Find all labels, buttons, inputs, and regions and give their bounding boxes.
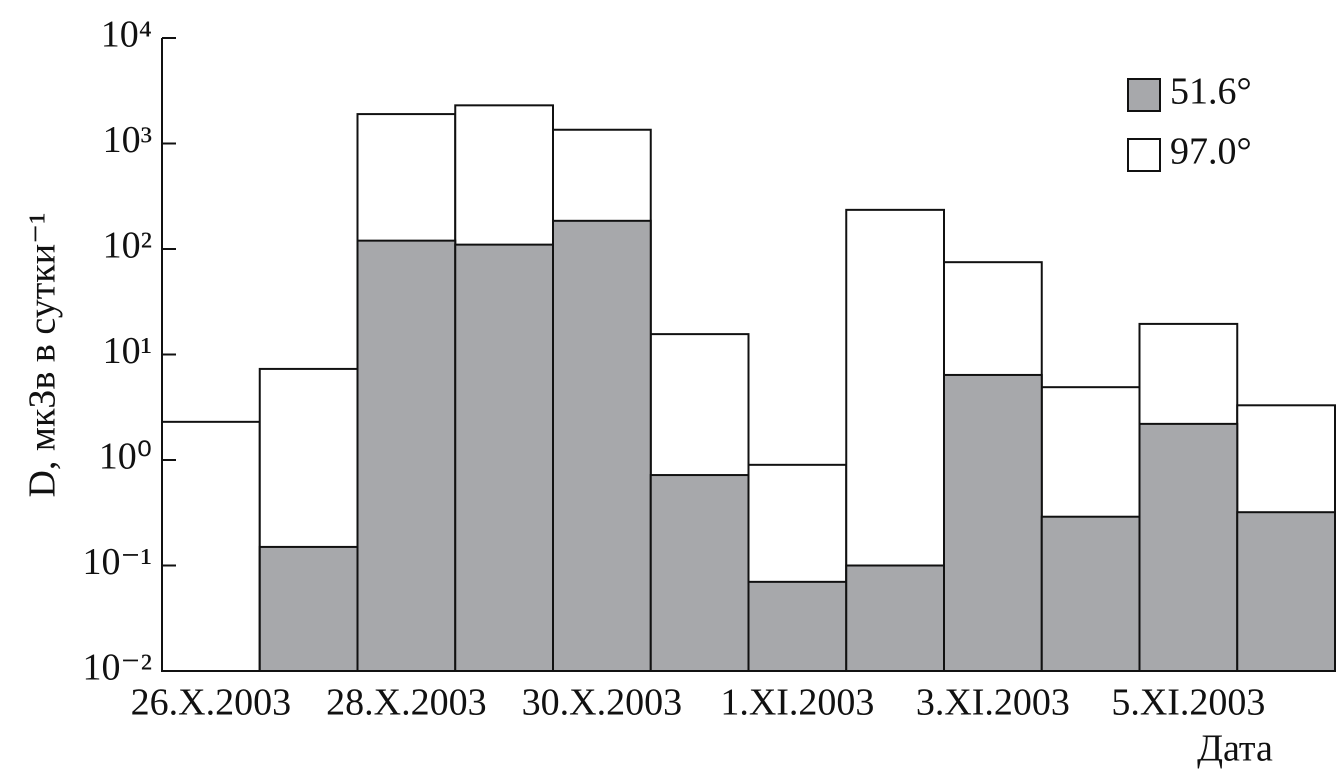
bar xyxy=(1040,515,1141,673)
bar xyxy=(1236,511,1336,672)
bar xyxy=(552,219,652,672)
legend-label: 51.6° xyxy=(1170,71,1252,113)
x-axis-label: Дата xyxy=(1197,728,1273,770)
bar xyxy=(845,564,945,672)
bar xyxy=(454,243,554,673)
y-tick-label: 10³ xyxy=(103,119,152,161)
y-tick-label: 10² xyxy=(103,225,152,267)
bar xyxy=(356,239,457,672)
y-tick-label: 10⁰ xyxy=(99,436,152,478)
x-tick-label: 5.XI.2003 xyxy=(1111,682,1265,724)
bar xyxy=(1138,422,1239,673)
x-tick-label: 1.XI.2003 xyxy=(720,682,874,724)
y-tick-label: 10¹ xyxy=(103,330,152,372)
legend-swatch xyxy=(1127,138,1161,172)
y-tick-label: 10⁻² xyxy=(83,647,152,689)
x-tick-label: 26.X.2003 xyxy=(131,682,291,724)
y-tick-label: 10⁴ xyxy=(101,14,152,56)
y-axis-label: D, мкЗв в сутки⁻¹ xyxy=(22,212,64,497)
bar xyxy=(258,545,359,672)
bar xyxy=(943,373,1043,672)
bar xyxy=(649,474,750,672)
bar xyxy=(747,580,848,673)
x-tick-label: 3.XI.2003 xyxy=(916,682,1070,724)
x-tick-label: 28.X.2003 xyxy=(326,682,486,724)
x-tick-label: 30.X.2003 xyxy=(522,682,682,724)
legend-label: 97.0° xyxy=(1170,131,1252,173)
legend-swatch xyxy=(1127,78,1161,112)
bar xyxy=(161,420,261,672)
y-tick-label: 10⁻¹ xyxy=(83,541,152,583)
